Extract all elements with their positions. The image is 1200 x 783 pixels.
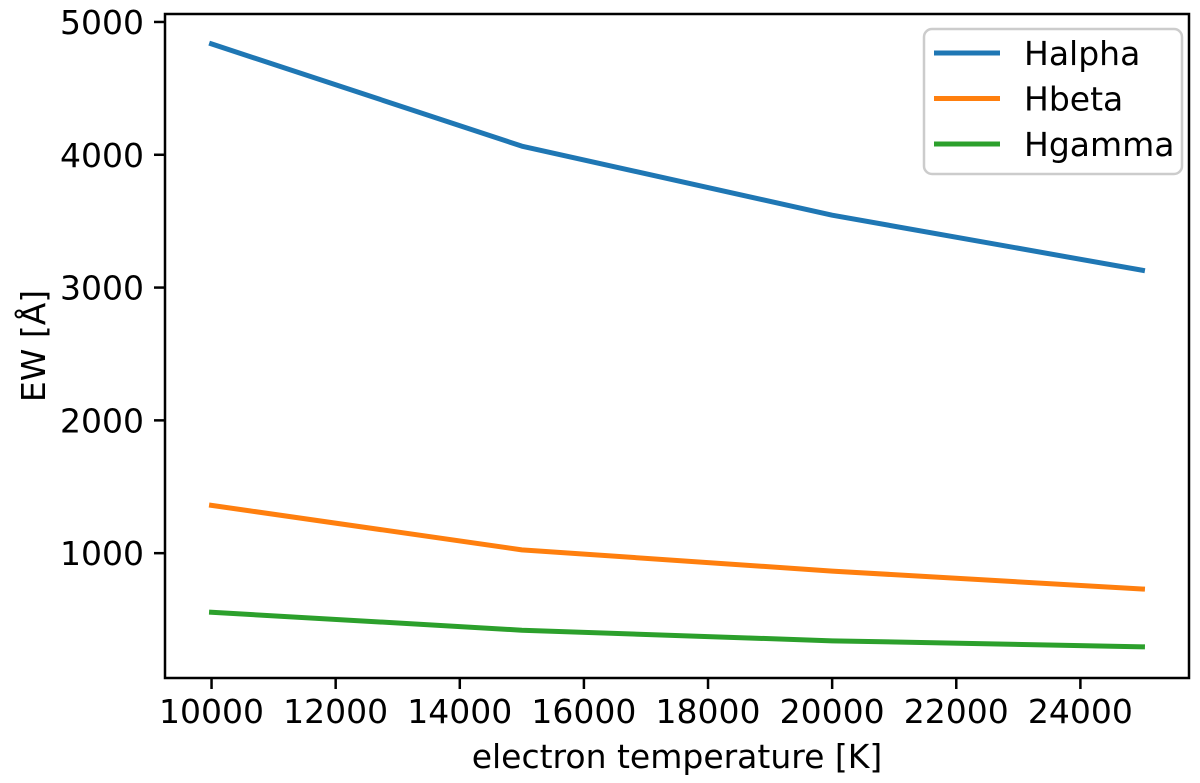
y-axis-label: EW [Å]: [13, 290, 53, 402]
x-tick-label: 16000: [531, 692, 636, 731]
y-axis: 1000 2000 3000 4000 5000: [60, 3, 165, 573]
legend-box: [922, 27, 1184, 176]
y-tick-label: 5000: [60, 3, 144, 42]
x-tick-label: 10000: [159, 692, 264, 731]
legend-label-hgamma: Hgamma: [1024, 125, 1175, 164]
x-axis-label: electron temperature [K]: [472, 737, 883, 776]
hgamma-line: [208, 609, 1146, 650]
legend: Halpha Hbeta Hgamma: [922, 27, 1184, 176]
legend-label-halpha: Halpha: [1024, 34, 1140, 73]
x-tick-label: 24000: [1028, 692, 1133, 731]
x-tick-label: 20000: [780, 692, 885, 731]
y-tick-label: 2000: [60, 401, 144, 440]
x-tick-label: 22000: [904, 692, 1009, 731]
series-lines: [208, 40, 1146, 650]
y-tick-label: 4000: [60, 136, 144, 175]
y-tick-label: 3000: [60, 269, 144, 308]
plot-border: [163, 12, 1191, 680]
x-axis: 10000 12000 14000 16000 18000 20000 22000 24000: [159, 678, 1133, 731]
legend-label-hbeta: Hbeta: [1024, 80, 1123, 119]
x-tick-label: 12000: [283, 692, 388, 731]
x-tick-label: 18000: [656, 692, 761, 731]
hbeta-line: [208, 502, 1146, 592]
y-tick-label: 1000: [60, 534, 144, 573]
halpha-line: [208, 40, 1146, 274]
x-tick-label: 14000: [407, 692, 512, 731]
